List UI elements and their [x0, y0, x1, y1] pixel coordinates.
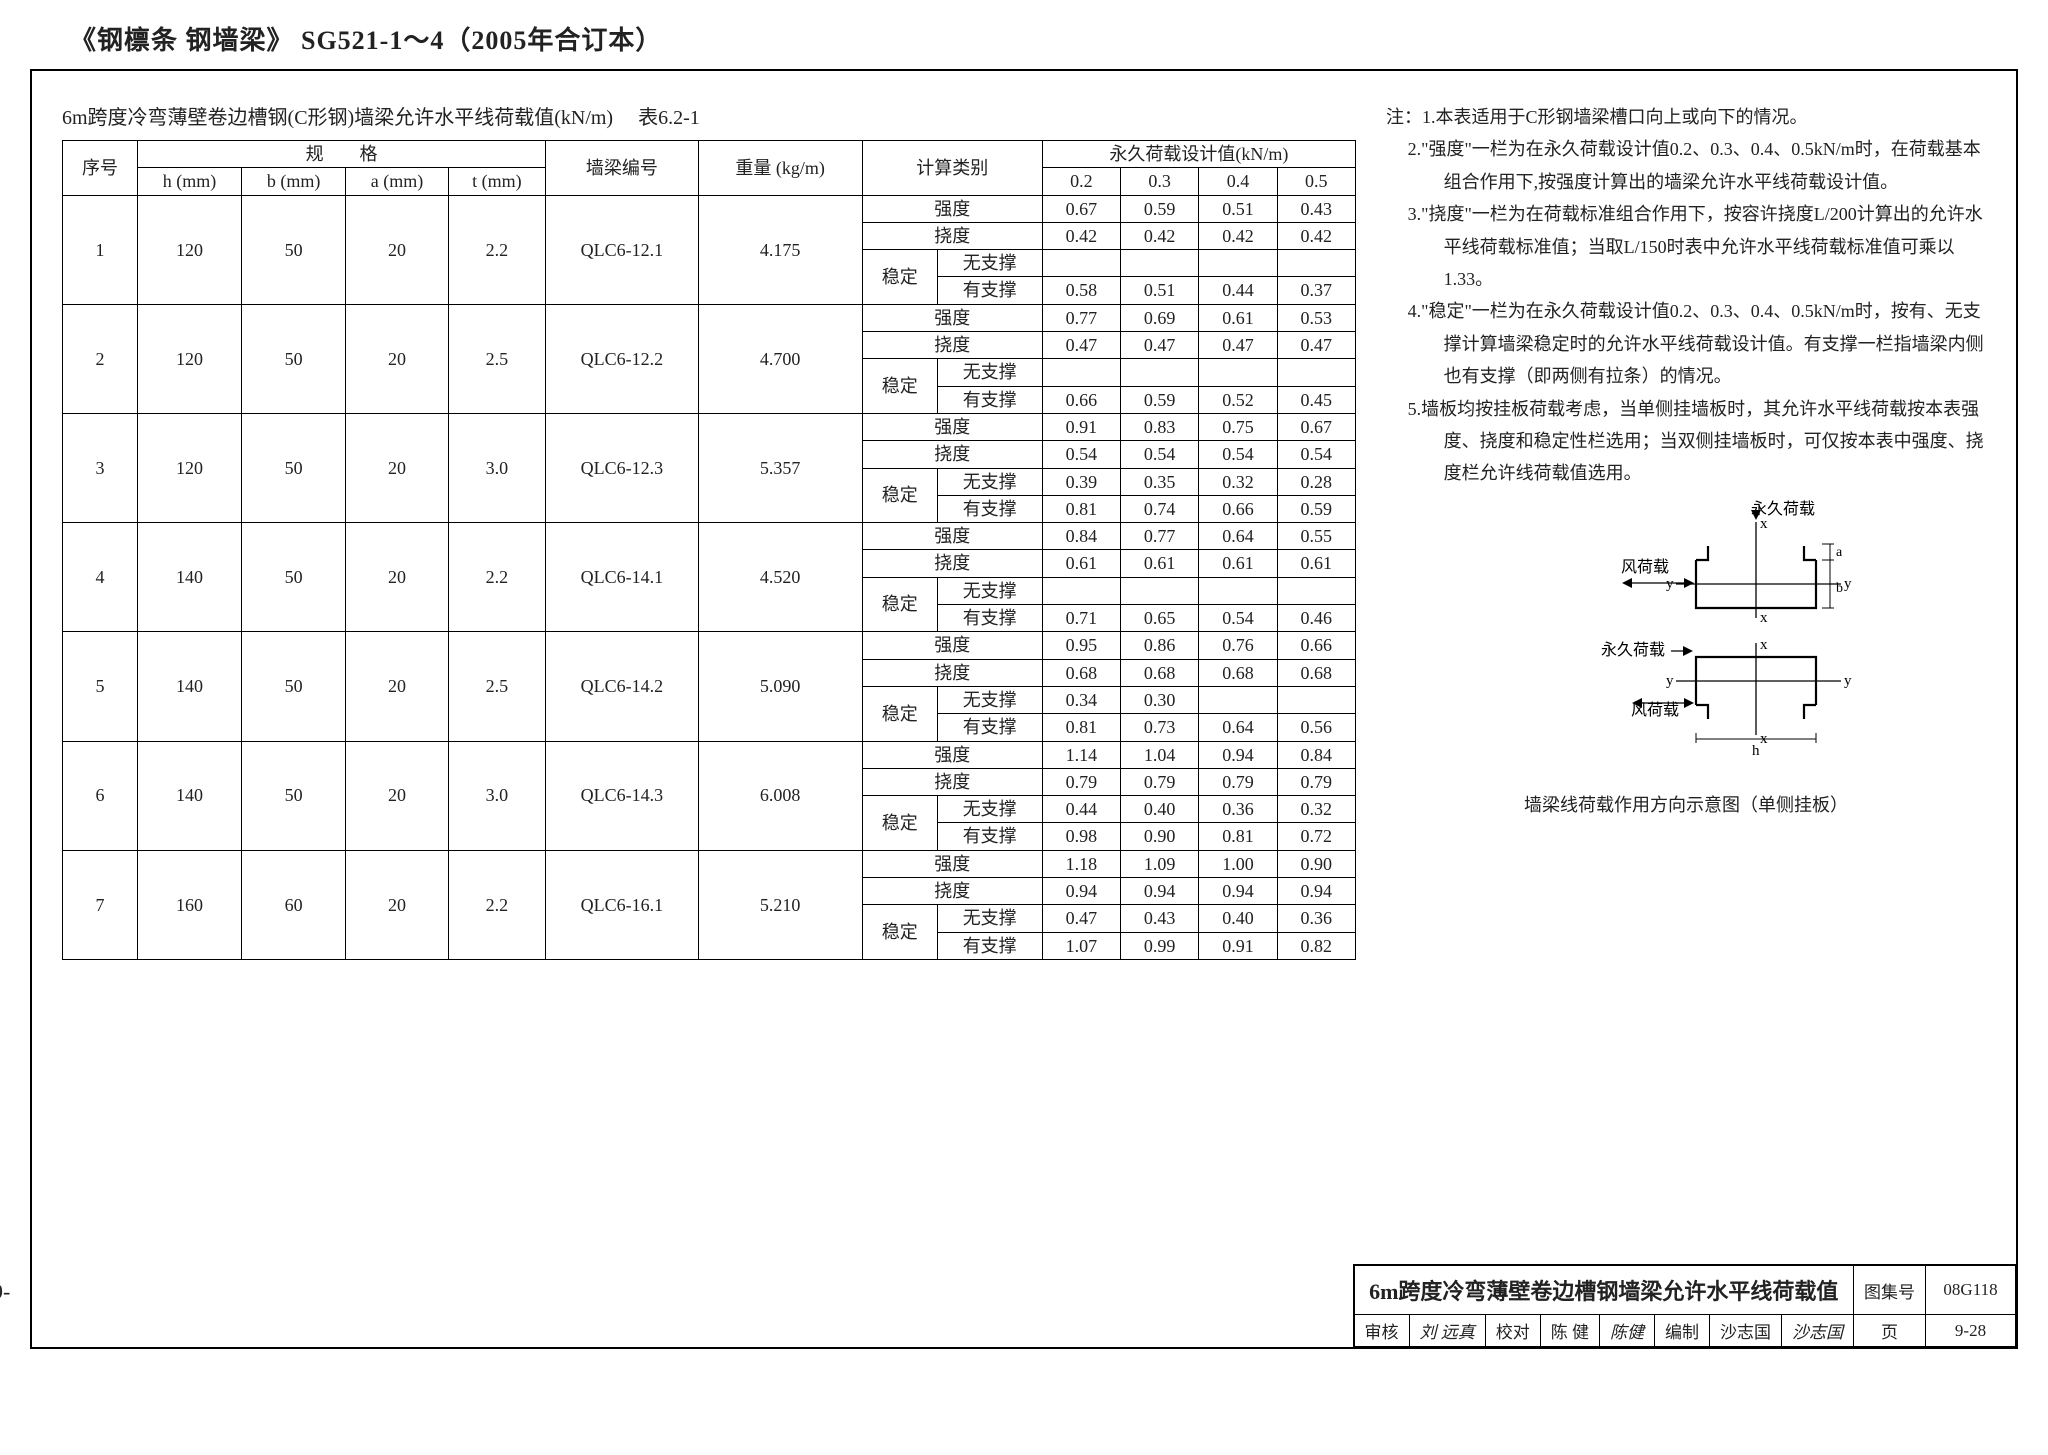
axis-x-lower: x — [1760, 637, 1768, 653]
dim-b: b — [1836, 581, 1843, 596]
col-h: h (mm) — [137, 168, 241, 195]
col-0-2: 0.2 — [1042, 168, 1120, 195]
axis-y-upper-r: y — [1844, 576, 1852, 592]
label-wind-load-top: 风荷载 — [1621, 558, 1669, 576]
document-title: 《钢檩条 钢墙梁》 SG521-1～4（2005年合订本） — [70, 20, 2018, 57]
section-diagrams: x x y y a b 永久荷载 风荷载 — [1386, 500, 1986, 817]
axis-y-lower-l: y — [1666, 673, 1674, 689]
diagram-caption: 墙梁线荷载作用方向示意图（单侧挂板） — [1386, 791, 1986, 817]
side-page-num: 9- — [0, 1279, 10, 1305]
page-frame: 6m跨度冷弯薄壁卷边槽钢(C形钢)墙梁允许水平线荷载值(kN/m) 表6.2-1… — [30, 69, 2018, 1349]
table-number: 表6.2-1 — [638, 107, 700, 129]
col-t: t (mm) — [448, 168, 545, 195]
col-b: b (mm) — [242, 168, 346, 195]
col-a: a (mm) — [346, 168, 448, 195]
label-perm-load-bottom: 永久荷载 — [1601, 641, 1665, 659]
col-0-5: 0.5 — [1277, 168, 1355, 195]
col-calc-type: 计算类别 — [862, 141, 1042, 196]
note-item: 注：1.本表适用于C形钢墙梁槽口向上或向下的情况。 — [1444, 101, 1986, 133]
col-code: 墙梁编号 — [546, 141, 698, 196]
col-weight: 重量 (kg/m) — [698, 141, 862, 196]
note-item: 3."挠度"一栏为在荷载标准组合作用下，按容许挠度L/200计算出的允许水平线荷… — [1444, 198, 1986, 295]
col-0-4: 0.4 — [1199, 168, 1277, 195]
dim-a: a — [1836, 545, 1843, 560]
axis-y-upper-l: y — [1666, 576, 1674, 592]
col-spec: 规 格 — [137, 141, 545, 168]
col-load-header: 永久荷载设计值(kN/m) — [1042, 141, 1355, 168]
table-caption-row: 6m跨度冷弯薄壁卷边槽钢(C形钢)墙梁允许水平线荷载值(kN/m) 表6.2-1 — [62, 101, 1356, 130]
label-perm-load-top: 永久荷载 — [1751, 500, 1815, 518]
dim-h: h — [1752, 743, 1760, 759]
axis-x-upper-2: x — [1760, 610, 1768, 626]
axis-y-lower-r: y — [1844, 673, 1852, 689]
main-data-table: 序号 规 格 墙梁编号 重量 (kg/m) 计算类别 永久荷载设计值(kN/m)… — [62, 140, 1356, 960]
table-caption: 6m跨度冷弯薄壁卷边槽钢(C形钢)墙梁允许水平线荷载值(kN/m) — [62, 107, 613, 129]
col-0-3: 0.3 — [1120, 168, 1198, 195]
col-seq: 序号 — [63, 141, 138, 196]
axis-x-upper: x — [1760, 516, 1768, 532]
note-item: 5.墙板均按挂板荷载考虑，当单侧挂墙板时，其允许水平线荷载按本表强度、挠度和稳定… — [1444, 393, 1986, 490]
note-item: 2."强度"一栏为在永久荷载设计值0.2、0.3、0.4、0.5kN/m时，在荷… — [1444, 133, 1986, 198]
title-block: 6m跨度冷弯薄壁卷边槽钢墙梁允许水平线荷载值图集号08G118审核刘 远真校对陈… — [1353, 1264, 2019, 1349]
note-item: 4."稳定"一栏为在永久荷载设计值0.2、0.3、0.4、0.5kN/m时，按有… — [1444, 295, 1986, 392]
notes-block: 注：1.本表适用于C形钢墙梁槽口向上或向下的情况。2."强度"一栏为在永久荷载设… — [1386, 101, 1986, 490]
